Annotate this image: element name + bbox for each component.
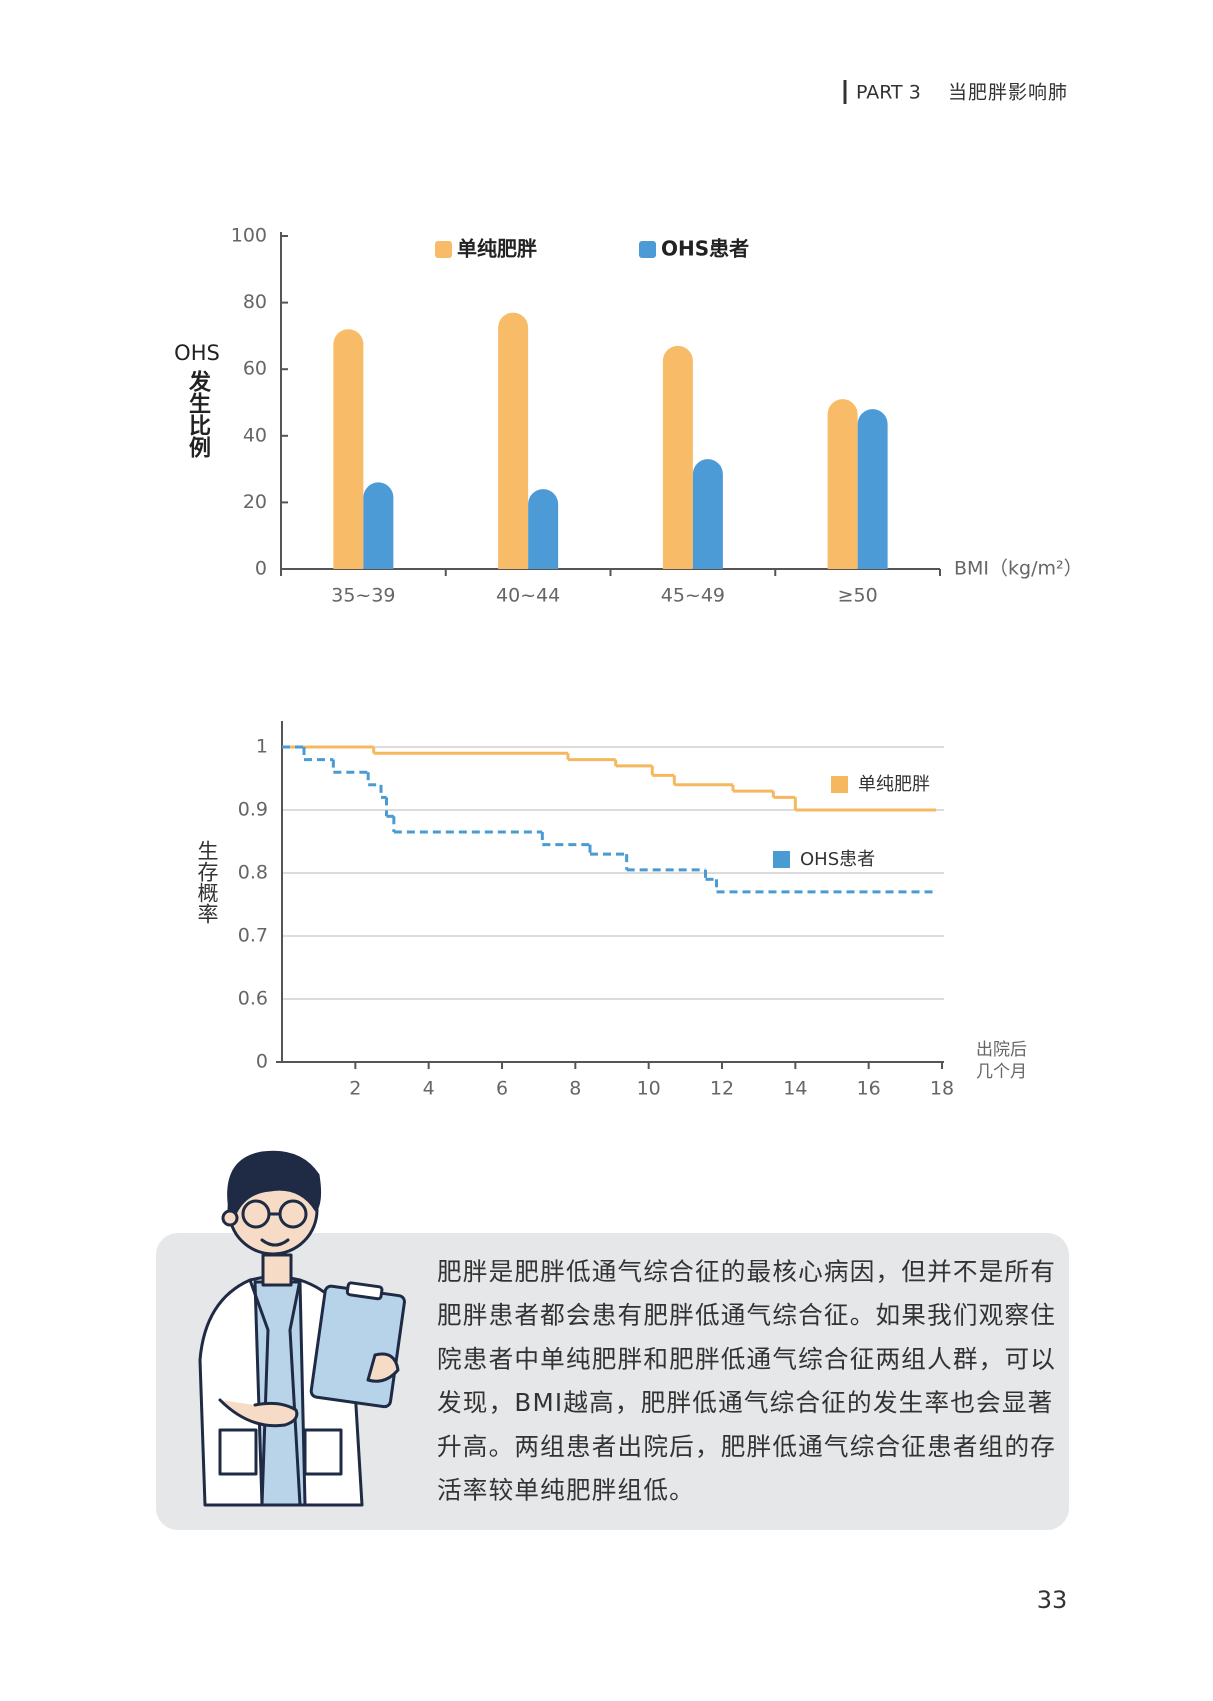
legend-swatch xyxy=(435,241,452,258)
x-tick-label: 4 xyxy=(423,1078,435,1100)
y-tick-label: 80 xyxy=(243,291,267,313)
note-line: 肥胖患者都会患有肥胖低通气综合征。如果我们观察住 xyxy=(437,1301,1056,1330)
y-axis-label: 生存概率 xyxy=(195,840,219,924)
x-tick-label: 10 xyxy=(637,1078,661,1100)
y-tick-label: 0 xyxy=(255,558,267,580)
doctor-illustration xyxy=(198,1150,406,1507)
page-number: 33 xyxy=(1037,1586,1068,1614)
note-text: 肥胖是肥胖低通气综合征的最核心病因，但并不是所有肥胖患者都会患有肥胖低通气综合征… xyxy=(437,1257,1056,1505)
bar xyxy=(827,399,858,569)
header-part: PART 3 xyxy=(856,82,921,104)
note-line: 升高。两组患者出院后，肥胖低通气综合征患者组的存 xyxy=(437,1432,1056,1461)
y-tick-label: 0.8 xyxy=(238,862,268,884)
x-axis-label: BMI（kg/m²） xyxy=(954,558,1083,580)
x-tick-label: 2 xyxy=(349,1078,361,1100)
x-axis-label: 几个月 xyxy=(976,1062,1027,1082)
x-tick-label: 6 xyxy=(496,1078,508,1100)
legend-label: OHS患者 xyxy=(800,849,875,870)
y-tick-label: 20 xyxy=(243,491,267,513)
y-tick-label: 60 xyxy=(243,358,267,380)
y-axis-label: 发生比例 xyxy=(185,369,212,459)
y-axis-label: OHS xyxy=(174,341,220,365)
note-line: 发现，BMI越高，肥胖低通气综合征的发生率也会显著 xyxy=(437,1388,1053,1417)
legend-swatch xyxy=(639,241,656,258)
x-tick-label: 16 xyxy=(857,1078,881,1100)
bar xyxy=(692,459,723,569)
y-tick-label: 0.6 xyxy=(238,988,268,1010)
x-tick-label: 18 xyxy=(930,1078,954,1100)
x-axis-label: 出院后 xyxy=(976,1040,1027,1060)
note-line: 肥胖是肥胖低通气综合征的最核心病因，但并不是所有 xyxy=(437,1257,1056,1286)
legend-swatch xyxy=(831,776,848,793)
y-tick-label: 1 xyxy=(256,736,268,758)
bar xyxy=(857,409,888,569)
y-tick-label: 100 xyxy=(231,225,267,247)
x-tick-label: 35~39 xyxy=(331,585,395,607)
note-line: 活率较单纯肥胖组低。 xyxy=(437,1476,695,1505)
bar xyxy=(498,312,529,569)
y-tick-label: 0.7 xyxy=(238,925,268,947)
bar xyxy=(528,489,559,569)
y-tick-label: 0 xyxy=(256,1051,268,1073)
header-title: 当肥胖影响肺 xyxy=(948,82,1068,104)
x-tick-label: 12 xyxy=(710,1078,734,1100)
x-tick-label: 14 xyxy=(783,1078,807,1100)
bar xyxy=(662,345,693,569)
y-tick-label: 40 xyxy=(243,424,267,446)
x-tick-label: 45~49 xyxy=(661,585,725,607)
legend-swatch xyxy=(773,851,790,868)
note-line: 院患者中单纯肥胖和肥胖低通气综合征两组人群，可以 xyxy=(437,1344,1056,1373)
x-tick-label: 8 xyxy=(569,1078,581,1100)
legend-label: OHS患者 xyxy=(661,237,749,261)
legend-label: 单纯肥胖 xyxy=(858,774,930,795)
bar xyxy=(363,482,394,569)
x-tick-label: 40~44 xyxy=(496,585,560,607)
x-tick-label: ≥50 xyxy=(838,585,878,607)
bar xyxy=(333,329,364,569)
legend-label: 单纯肥胖 xyxy=(457,237,537,261)
y-tick-label: 0.9 xyxy=(238,799,268,821)
